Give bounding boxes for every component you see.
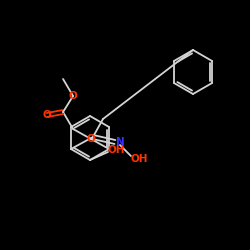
Text: O: O: [43, 110, 51, 120]
Text: N: N: [116, 137, 124, 147]
Text: O: O: [87, 134, 96, 144]
Text: OH: OH: [107, 145, 125, 155]
Text: O: O: [69, 91, 78, 101]
Text: OH: OH: [130, 154, 148, 164]
